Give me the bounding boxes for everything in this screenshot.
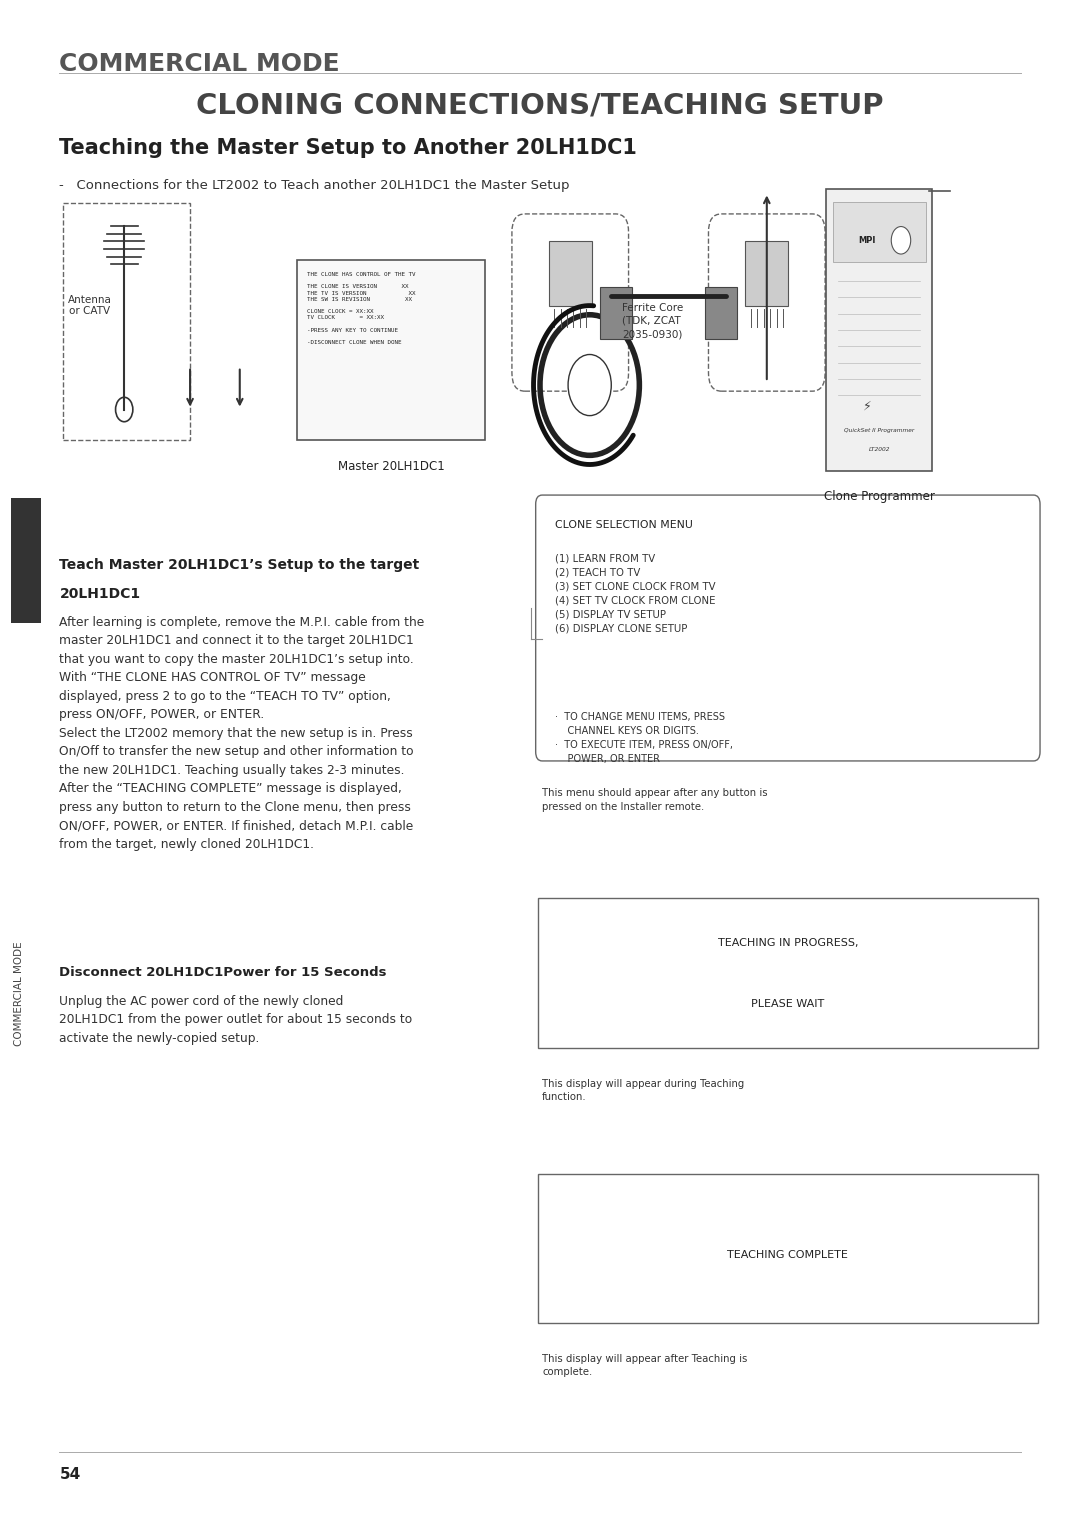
Text: Unplug the AC power cord of the newly cloned
20LH1DC1 from the power outlet for : Unplug the AC power cord of the newly cl… (59, 995, 413, 1045)
FancyBboxPatch shape (297, 260, 485, 440)
Text: ⚡: ⚡ (863, 400, 872, 413)
Circle shape (568, 354, 611, 416)
Text: This menu should appear after any button is
pressed on the Installer remote.: This menu should appear after any button… (542, 788, 768, 811)
Text: After learning is complete, remove the M.P.I. cable from the
master 20LH1DC1 and: After learning is complete, remove the M… (59, 616, 424, 851)
Text: Antenna
or CATV: Antenna or CATV (68, 295, 111, 316)
Text: MPI: MPI (859, 235, 876, 244)
FancyBboxPatch shape (826, 189, 932, 471)
Text: This display will appear during Teaching
function.: This display will appear during Teaching… (542, 1079, 744, 1102)
FancyBboxPatch shape (833, 202, 926, 263)
Text: CLONING CONNECTIONS/TEACHING SETUP: CLONING CONNECTIONS/TEACHING SETUP (197, 92, 883, 119)
Text: LT2002: LT2002 (868, 448, 890, 452)
FancyBboxPatch shape (538, 898, 1038, 1048)
FancyBboxPatch shape (745, 241, 788, 306)
FancyBboxPatch shape (11, 498, 41, 623)
FancyBboxPatch shape (549, 241, 592, 306)
Text: COMMERCIAL MODE: COMMERCIAL MODE (14, 941, 25, 1045)
Text: Teaching the Master Setup to Another 20LH1DC1: Teaching the Master Setup to Another 20L… (59, 138, 637, 157)
Text: Clone Programmer: Clone Programmer (824, 490, 934, 504)
FancyBboxPatch shape (538, 1174, 1038, 1323)
Text: 54: 54 (59, 1467, 81, 1482)
FancyBboxPatch shape (536, 495, 1040, 761)
Text: CLONE SELECTION MENU: CLONE SELECTION MENU (555, 520, 693, 530)
Text: PLEASE WAIT: PLEASE WAIT (752, 999, 824, 1008)
Text: Master 20LH1DC1: Master 20LH1DC1 (338, 460, 444, 474)
Text: Teach Master 20LH1DC1’s Setup to the target: Teach Master 20LH1DC1’s Setup to the tar… (59, 558, 420, 571)
Text: ·  TO CHANGE MENU ITEMS, PRESS
    CHANNEL KEYS OR DIGITS.
·  TO EXECUTE ITEM, P: · TO CHANGE MENU ITEMS, PRESS CHANNEL KE… (555, 712, 733, 764)
FancyBboxPatch shape (600, 287, 632, 339)
Text: TEACHING COMPLETE: TEACHING COMPLETE (728, 1250, 848, 1261)
Text: THE CLONE HAS CONTROL OF THE TV

THE CLONE IS VERSION       XX
THE TV IS VERSION: THE CLONE HAS CONTROL OF THE TV THE CLON… (307, 272, 415, 345)
FancyBboxPatch shape (705, 287, 737, 339)
Text: Ferrite Core
(TDK, ZCAT
2035-0930): Ferrite Core (TDK, ZCAT 2035-0930) (622, 303, 684, 339)
Circle shape (891, 226, 910, 254)
Text: QuickSet II Programmer: QuickSet II Programmer (843, 428, 915, 432)
Text: This display will appear after Teaching is
complete.: This display will appear after Teaching … (542, 1354, 747, 1377)
Text: COMMERCIAL MODE: COMMERCIAL MODE (59, 52, 340, 76)
Text: (1) LEARN FROM TV
(2) TEACH TO TV
(3) SET CLONE CLOCK FROM TV
(4) SET TV CLOCK F: (1) LEARN FROM TV (2) TEACH TO TV (3) SE… (555, 553, 716, 633)
Text: 20LH1DC1: 20LH1DC1 (59, 587, 140, 601)
Text: -   Connections for the LT2002 to Teach another 20LH1DC1 the Master Setup: - Connections for the LT2002 to Teach an… (59, 179, 570, 193)
Text: Disconnect 20LH1DC1Power for 15 Seconds: Disconnect 20LH1DC1Power for 15 Seconds (59, 966, 387, 979)
Text: TEACHING IN PROGRESS,: TEACHING IN PROGRESS, (717, 938, 859, 947)
